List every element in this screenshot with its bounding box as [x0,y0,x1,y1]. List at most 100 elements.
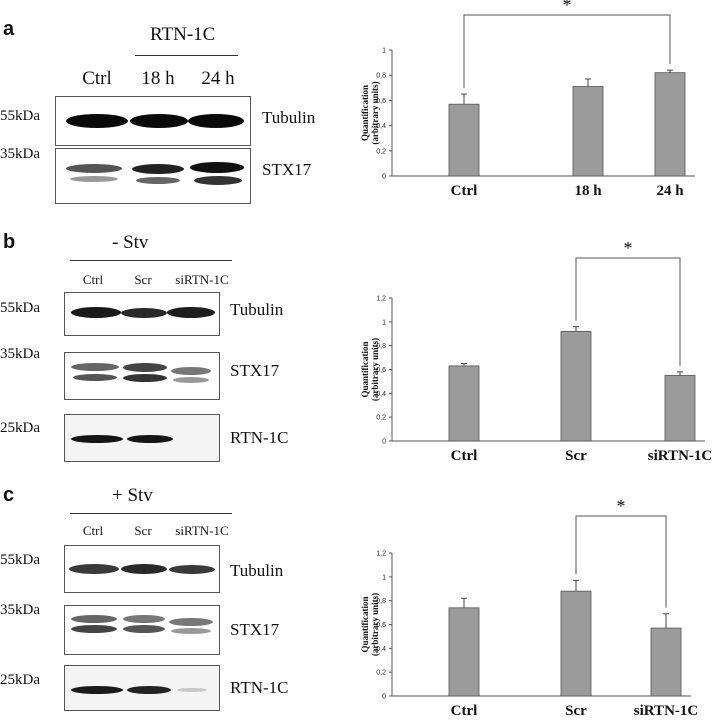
panel-c-cond-sirtn: siRTN-1C [175,523,229,538]
y-tick-label: 0 [382,439,386,446]
y-axis-label-line: (arbitrary units) [370,81,380,144]
significance-star: * [617,496,626,516]
panel-c-kda-55: 55kDa [0,552,40,568]
panel-b-kda-25: 25kDa [0,420,40,436]
panel-letter-b: b [3,231,16,253]
panel-a-protein-stx17: STX17 [262,160,312,179]
panel-c-blot-stx17 [64,605,220,655]
significance-bracket [575,257,681,366]
band [169,618,213,626]
band [66,114,128,128]
panel-letter-a: a [3,18,15,40]
band [123,625,165,633]
band [167,307,215,318]
category-label: Ctrl [451,703,478,719]
panel-b-protein-stx17: STX17 [230,361,280,380]
band [69,564,119,574]
y-tick-label: 0,8 [376,598,386,605]
panel-b-kda-55: 55kDa [0,300,40,316]
bar [560,590,592,697]
band [171,367,211,375]
band [188,114,244,128]
band [127,435,173,443]
panel-a-cond-18h: 18 h [141,68,175,89]
significance-star: * [624,238,633,258]
y-axis-label: Quantification(arbitrary units) [360,593,380,656]
panel-a-header: RTN-1C [150,24,216,45]
band [194,176,242,185]
chart-c: 0 0,2 0,4 0,6 0,8 1 1,2 Quantification(arbitrar… [360,496,698,719]
y-tick-label: 1 [382,319,386,326]
band [123,374,167,382]
category-label: 18 h [574,183,602,199]
panel-letter-c: c [3,484,15,506]
chart-a: 0 0,2 0,4 0,6 0,8 1 Quantification(arbitrary u… [360,0,695,199]
panel-c-protein-stx17: STX17 [230,620,280,639]
band [171,628,211,634]
panel-b-blot-rtn1c [64,414,220,462]
y-tick-label: 1 [382,574,386,581]
panel-a-kda-55: 55kDa [0,108,40,124]
panel-b-protein-rtn1c: RTN-1C [230,428,289,447]
y-tick-label: 0 [382,174,386,181]
panel-b-blot-tubulin [64,292,220,336]
y-tick-label: 0,6 [376,98,386,105]
chart-b: 0 0,2 0,4 0,6 0,8 1 1,2 Quantification(arbitrar… [360,238,712,464]
bar [560,330,592,442]
bar [448,103,480,177]
band [177,688,207,692]
panel-a-header-rule [135,55,238,56]
panel-b-protein-tubulin: Tubulin [230,300,284,319]
band [121,308,167,318]
panel-a-blot-stx17 [55,148,251,204]
panel-a-cond-24h: 24 h [201,68,235,89]
band [123,363,167,372]
band [71,686,123,694]
bar [654,72,686,177]
panel-c-protein-rtn1c: RTN-1C [230,678,289,697]
y-tick-label: 0,2 [376,415,386,422]
panel-c-cond-scr: Scr [134,523,152,538]
y-tick-label: 1 [382,48,386,55]
panel-b-blot-stx17 [64,352,220,400]
y-tick-label: 0,4 [376,123,386,130]
significance-bracket [463,14,671,89]
bar [448,365,480,442]
bar [650,627,682,697]
band [123,615,165,623]
category-label: Scr [565,703,587,719]
panel-c-cond-ctrl: Ctrl [82,523,104,538]
band [190,162,244,173]
y-axis-label-line: Quantification [360,85,370,141]
y-axis-label-line: (arbitrary units) [370,338,380,401]
band [173,377,209,383]
y-axis-label-line: Quantification [360,341,370,397]
panel-a-protein-tubulin: Tubulin [262,108,316,127]
category-label: siRTN-1C [634,703,698,719]
band [169,565,215,574]
category-label: Scr [565,448,587,464]
y-tick-label: 0,4 [376,391,386,398]
category-label: 24 h [656,183,684,199]
y-tick-label: 0,6 [376,622,386,629]
panel-a-cond-ctrl: Ctrl [82,68,112,89]
band [130,114,188,128]
panel-a-blot-tubulin [55,96,251,146]
panel-c-kda-25: 25kDa [0,672,40,688]
y-tick-label: 1,2 [376,551,386,558]
panel-b-cond-scr: Scr [134,272,152,287]
panel-b-kda-35: 35kDa [0,346,40,362]
band [71,307,121,318]
band [66,164,122,173]
category-label: siRTN-1C [648,448,712,464]
band [132,164,184,174]
significance-bracket [575,515,667,608]
bar [572,86,604,177]
band [121,564,167,574]
y-axis-label: Quantification(arbitrary units) [360,81,380,144]
band [127,686,171,694]
band [71,615,117,623]
panel-b-cond-sirtn: siRTN-1C [175,272,229,287]
y-axis-label-line: Quantification [360,596,370,652]
panel-b-cond-ctrl: Ctrl [82,272,104,287]
